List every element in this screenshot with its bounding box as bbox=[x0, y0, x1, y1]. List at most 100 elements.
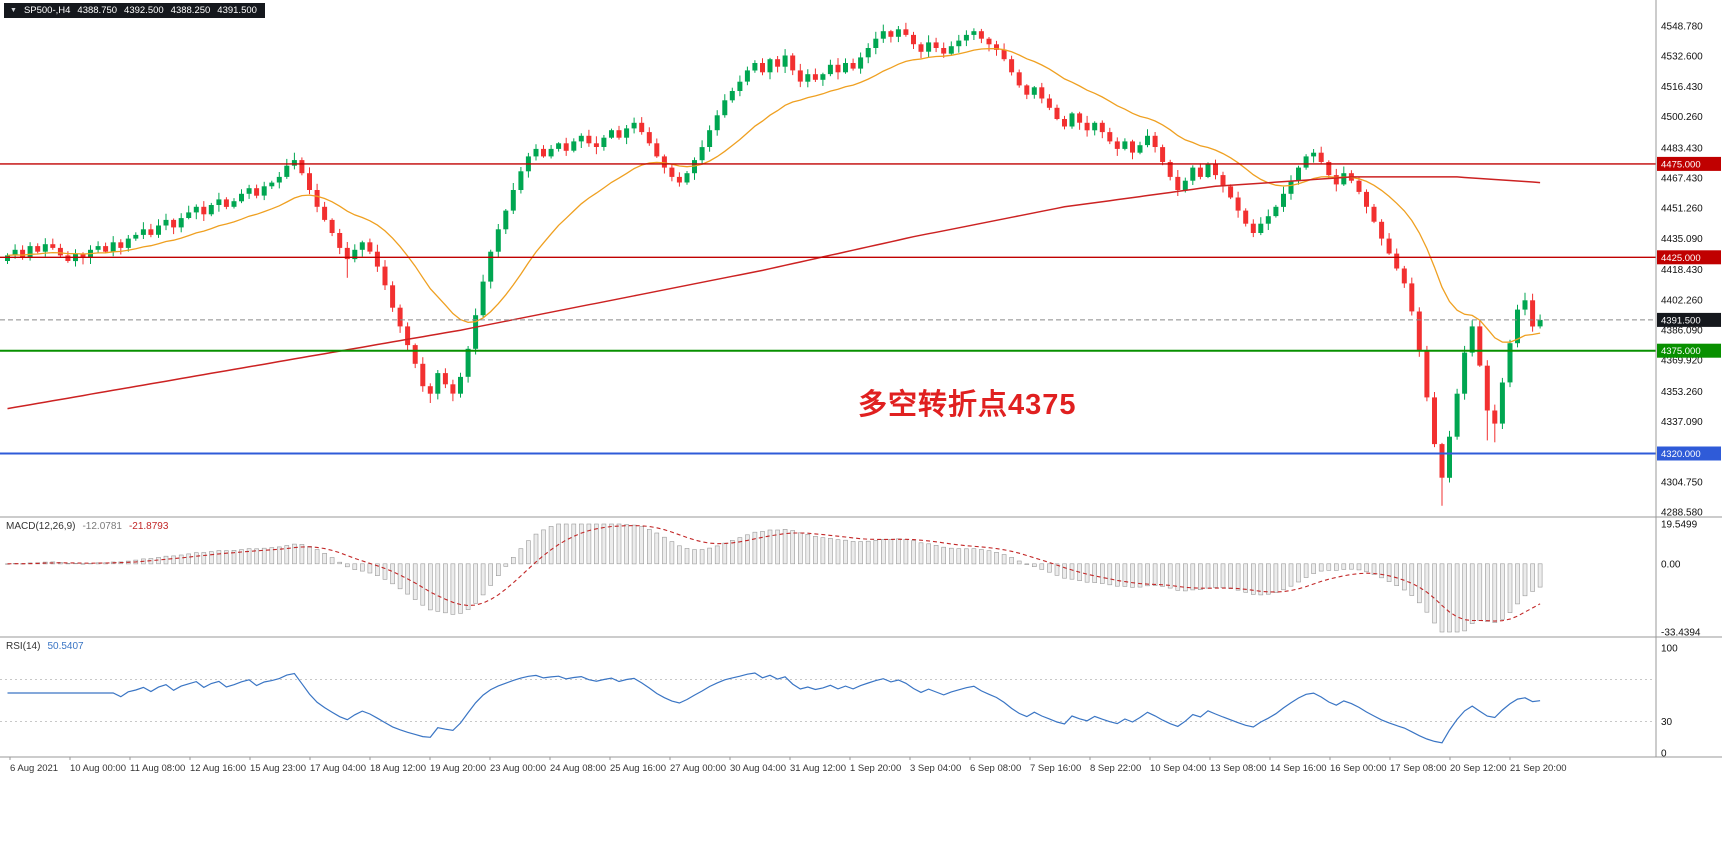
dropdown-icon[interactable]: ▼ bbox=[10, 7, 17, 14]
macd-histogram-bar bbox=[1447, 563, 1452, 633]
candlestick-series bbox=[5, 22, 1543, 506]
candle-body bbox=[956, 40, 962, 47]
chart-annotation-text[interactable]: 多空转折点4375 bbox=[858, 389, 1077, 421]
date-axis-label: 15 Aug 23:00 bbox=[250, 763, 306, 774]
candle-body bbox=[95, 246, 101, 250]
symbol-quote-bar[interactable]: ▼ SP500-,H4 4388.750 4392.500 4388.250 4… bbox=[4, 3, 265, 18]
price-badge-label: 4425.000 bbox=[1661, 253, 1701, 264]
macd-histogram-bar bbox=[1266, 563, 1271, 595]
date-axis-label: 30 Aug 04:00 bbox=[730, 763, 786, 774]
candle-body bbox=[661, 156, 667, 168]
candle-body bbox=[1122, 141, 1128, 149]
macd-histogram-bar bbox=[745, 534, 750, 565]
macd-histogram-bar bbox=[654, 532, 660, 565]
macd-histogram-bar bbox=[1462, 563, 1467, 632]
candle-body bbox=[57, 247, 63, 256]
candle-body bbox=[1386, 238, 1392, 254]
macd-histogram-bar bbox=[322, 552, 327, 565]
macd-histogram-bar bbox=[1500, 563, 1505, 620]
macd-histogram-bar bbox=[1469, 563, 1475, 624]
macd-histogram-bar bbox=[790, 530, 796, 565]
macd-histogram-bar bbox=[843, 539, 848, 565]
macd-histogram-bar bbox=[986, 550, 992, 565]
macd-histogram-bar bbox=[601, 523, 607, 565]
macd-histogram-bar bbox=[1485, 563, 1490, 622]
ma-fast-line[interactable] bbox=[7, 47, 1541, 343]
candle-body bbox=[797, 70, 803, 82]
macd-histogram-bar bbox=[1530, 563, 1535, 592]
macd-histogram-bar bbox=[412, 563, 418, 600]
macd-histogram-bar bbox=[1311, 563, 1316, 574]
candle-body bbox=[1333, 175, 1339, 185]
candle-body bbox=[193, 206, 199, 213]
macd-histogram-bar bbox=[684, 548, 690, 565]
candle-body bbox=[1250, 223, 1256, 233]
candle-body bbox=[684, 173, 690, 183]
candle-body bbox=[314, 190, 320, 207]
candle-body bbox=[941, 48, 947, 54]
candle-body bbox=[926, 42, 932, 52]
candle-body bbox=[586, 135, 592, 144]
rsi-value: 50.5407 bbox=[47, 641, 84, 652]
macd-histogram-bar bbox=[813, 535, 818, 565]
macd-histogram-bar bbox=[329, 557, 335, 565]
macd-histogram-bar bbox=[1152, 563, 1158, 586]
candle-body bbox=[858, 57, 864, 69]
candle-body bbox=[80, 253, 86, 258]
macd-histogram-bar bbox=[420, 563, 426, 606]
macd-histogram-bar bbox=[1235, 563, 1241, 591]
candle-body bbox=[367, 242, 373, 252]
macd-main-value: -12.0781 bbox=[82, 521, 122, 532]
candle-body bbox=[918, 44, 924, 52]
ma-slow-line[interactable] bbox=[7, 176, 1541, 410]
macd-histogram-bar bbox=[911, 540, 916, 565]
macd-histogram-bar bbox=[571, 523, 577, 565]
candle-body bbox=[1311, 152, 1317, 157]
candle-body bbox=[805, 74, 811, 82]
candle-body bbox=[103, 246, 109, 252]
candle-body bbox=[480, 281, 486, 316]
macd-histogram-bar bbox=[1183, 563, 1188, 592]
date-axis-label: 13 Sep 08:00 bbox=[1210, 763, 1267, 774]
candle-body bbox=[903, 29, 909, 35]
candle-body bbox=[1084, 122, 1090, 131]
candle-body bbox=[382, 266, 388, 286]
candle-body bbox=[978, 31, 984, 39]
macd-axis-label: 0.00 bbox=[1661, 559, 1681, 570]
candle-body bbox=[782, 55, 788, 67]
macd-histogram-bar bbox=[1326, 563, 1332, 571]
macd-histogram-bar bbox=[948, 547, 954, 565]
candle-body bbox=[1175, 176, 1181, 190]
candle-body bbox=[495, 229, 501, 252]
candle-body bbox=[631, 122, 637, 129]
macd-histogram-bar bbox=[488, 563, 494, 586]
price-axis-label: 4418.430 bbox=[1661, 265, 1703, 276]
date-axis-label: 17 Aug 04:00 bbox=[310, 763, 366, 774]
candle-body bbox=[337, 233, 343, 248]
macd-histogram-bar bbox=[609, 523, 614, 565]
candle-body bbox=[1454, 393, 1460, 437]
macd-histogram-bar bbox=[1364, 563, 1369, 573]
macd-histogram-bar bbox=[1205, 563, 1211, 589]
candle-body bbox=[729, 91, 735, 101]
candle-body bbox=[216, 199, 222, 205]
candle-body bbox=[737, 81, 743, 91]
macd-histogram-bar bbox=[918, 542, 924, 565]
candle-body bbox=[1537, 319, 1543, 327]
macd-histogram-bar bbox=[473, 563, 478, 604]
price-axis-label: 4353.260 bbox=[1661, 387, 1703, 398]
candle-body bbox=[1515, 309, 1520, 344]
candle-body bbox=[827, 64, 833, 75]
macd-histogram-bar bbox=[367, 563, 373, 574]
macd-histogram-bar bbox=[1032, 563, 1037, 567]
quote-open: 4388.750 bbox=[77, 5, 118, 16]
candle-body bbox=[359, 242, 365, 250]
candle-body bbox=[669, 167, 675, 177]
price-badge-label: 4320.000 bbox=[1661, 449, 1701, 460]
candle-body bbox=[1054, 107, 1060, 119]
candle-body bbox=[186, 212, 192, 218]
price-badge bbox=[1657, 312, 1721, 327]
macd-histogram-bar bbox=[443, 563, 448, 614]
candle-body bbox=[1364, 191, 1369, 207]
